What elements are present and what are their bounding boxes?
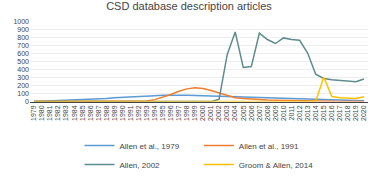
svg-text:2018: 2018 xyxy=(344,105,351,121)
svg-text:600: 600 xyxy=(17,50,29,57)
svg-text:2008: 2008 xyxy=(264,105,271,121)
svg-text:1987: 1987 xyxy=(95,105,102,121)
svg-text:2019: 2019 xyxy=(352,105,359,121)
svg-text:2010: 2010 xyxy=(280,105,287,121)
svg-text:1989: 1989 xyxy=(111,105,118,121)
svg-text:1979: 1979 xyxy=(30,105,37,121)
svg-text:1986: 1986 xyxy=(87,105,94,121)
svg-text:2020: 2020 xyxy=(360,105,367,121)
svg-text:2009: 2009 xyxy=(272,105,279,121)
svg-text:1999: 1999 xyxy=(191,105,198,121)
svg-text:300: 300 xyxy=(17,74,29,81)
svg-text:2012: 2012 xyxy=(296,105,303,121)
svg-text:1985: 1985 xyxy=(79,105,86,121)
svg-text:1984: 1984 xyxy=(71,105,78,121)
svg-text:900: 900 xyxy=(17,26,29,33)
svg-text:Allen et al., 1991: Allen et al., 1991 xyxy=(239,142,299,151)
svg-text:500: 500 xyxy=(17,58,29,65)
svg-text:2013: 2013 xyxy=(304,105,311,121)
svg-text:1998: 1998 xyxy=(183,105,190,121)
svg-text:1983: 1983 xyxy=(62,105,69,121)
svg-text:2016: 2016 xyxy=(328,105,335,121)
svg-text:1991: 1991 xyxy=(127,105,134,121)
svg-text:Groom & Allen, 2014: Groom & Allen, 2014 xyxy=(239,161,313,170)
svg-text:2015: 2015 xyxy=(320,105,327,121)
svg-text:1993: 1993 xyxy=(143,105,150,121)
svg-text:200: 200 xyxy=(17,82,29,89)
svg-text:1000: 1000 xyxy=(13,18,29,25)
svg-text:1995: 1995 xyxy=(159,105,166,121)
svg-text:Allen, 2002: Allen, 2002 xyxy=(120,161,161,170)
svg-text:400: 400 xyxy=(17,66,29,73)
svg-text:1996: 1996 xyxy=(167,105,174,121)
svg-text:2001: 2001 xyxy=(207,105,214,121)
svg-text:CSD database description artic: CSD database description articles xyxy=(106,0,272,12)
svg-text:700: 700 xyxy=(17,42,29,49)
svg-text:2006: 2006 xyxy=(248,105,255,121)
svg-text:1981: 1981 xyxy=(46,105,53,121)
svg-text:1980: 1980 xyxy=(38,105,45,121)
svg-text:2000: 2000 xyxy=(199,105,206,121)
svg-text:1982: 1982 xyxy=(54,105,61,121)
svg-text:1990: 1990 xyxy=(119,105,126,121)
svg-text:2003: 2003 xyxy=(223,105,230,121)
svg-text:1997: 1997 xyxy=(175,105,182,121)
svg-text:1988: 1988 xyxy=(103,105,110,121)
svg-text:2011: 2011 xyxy=(288,105,295,120)
svg-text:2014: 2014 xyxy=(312,105,319,121)
svg-text:Allen et al., 1979: Allen et al., 1979 xyxy=(120,142,180,151)
svg-text:1992: 1992 xyxy=(135,105,142,121)
svg-text:2002: 2002 xyxy=(215,105,222,121)
svg-text:1994: 1994 xyxy=(151,105,158,121)
svg-text:2004: 2004 xyxy=(231,105,238,121)
svg-text:2017: 2017 xyxy=(336,105,343,121)
svg-text:2005: 2005 xyxy=(240,105,247,121)
svg-text:2007: 2007 xyxy=(256,105,263,121)
svg-text:800: 800 xyxy=(17,34,29,41)
svg-text:0: 0 xyxy=(25,98,29,105)
svg-text:100: 100 xyxy=(17,90,29,97)
